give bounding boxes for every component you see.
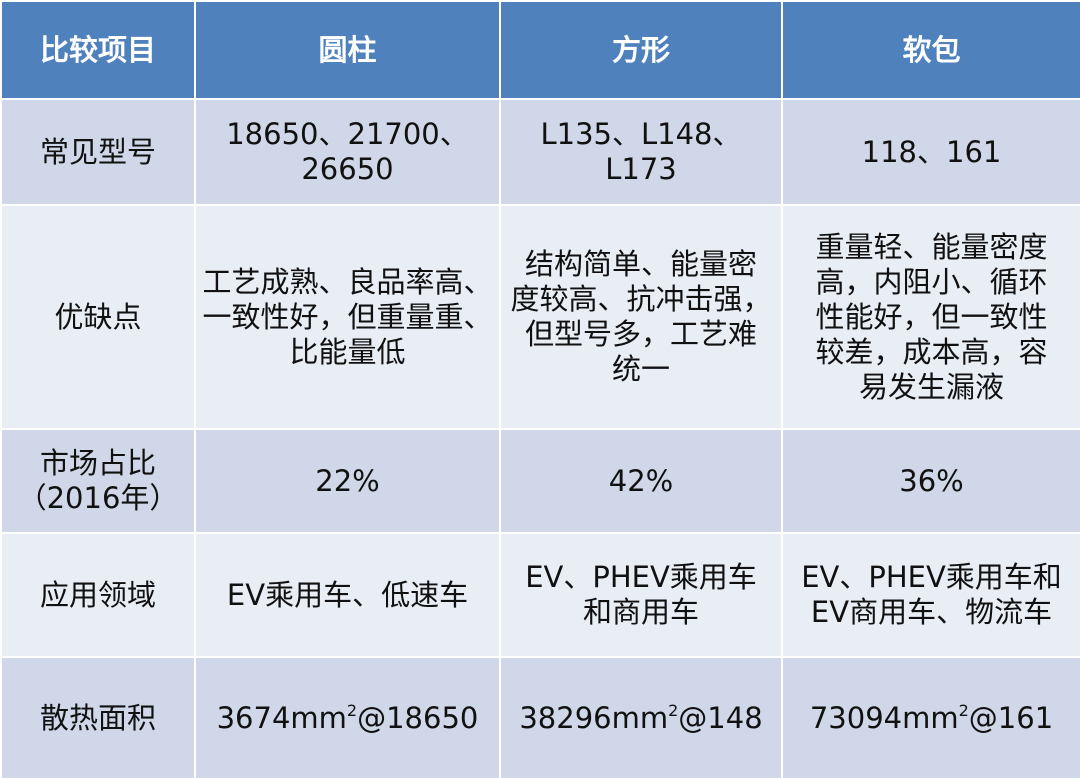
row-label: 常见型号	[0, 98, 196, 206]
cell-cylindrical: 工艺成熟、良品率高、 一致性好，但重量重、 比能量低	[194, 204, 501, 430]
row-market-share: 市场占比 （2016年） 22% 42% 36%	[0, 428, 1080, 534]
value-main: 73094mm	[809, 700, 959, 735]
cell-pouch: 36%	[781, 428, 1080, 534]
cell-line: （2016年）	[17, 481, 179, 515]
cell-line: EV商用车、物流车	[810, 595, 1053, 629]
row-label: 优缺点	[0, 204, 196, 430]
cell-line: 但型号多，工艺难	[524, 317, 757, 351]
cell-line: 应用领域	[39, 577, 156, 612]
value-main: 3674mm	[216, 700, 347, 735]
value-main: 38296mm	[519, 700, 669, 735]
cell-cylindrical: EV乘用车、低速车	[194, 532, 501, 658]
cell-prismatic: L135、L148、 L173	[499, 98, 783, 206]
cell-line: 18650、21700、	[226, 117, 469, 151]
cell-line: 118、161	[861, 134, 1002, 169]
cell-line: 统一	[611, 352, 670, 386]
row-pros-cons: 优缺点 工艺成熟、良品率高、 一致性好，但重量重、 比能量低 结构简单、能量密 …	[0, 204, 1080, 430]
cell-line: 结构简单、能量密	[524, 247, 757, 281]
value-exponent: 2	[346, 700, 358, 720]
value-suffix: @161	[968, 700, 1054, 735]
cell-prismatic: 38296mm2@148	[499, 656, 783, 780]
cell-line: 较差，成本高，容	[815, 334, 1048, 369]
row-label: 应用领域	[0, 532, 196, 658]
cell-line: 度较高、抗冲击强，	[510, 282, 772, 316]
cell-line: EV、PHEV乘用车	[525, 560, 757, 594]
cell-line: EV、PHEV乘用车和	[801, 560, 1062, 594]
cell-line: 26650	[301, 152, 394, 186]
cell-line: 22%	[315, 463, 380, 498]
cell-pouch: 重量轻、能量密度 高，内阻小、循环 性能好，但一致性 较差，成本高，容 易发生漏…	[781, 204, 1080, 430]
cell-line: 性能好，但一致性	[815, 299, 1048, 334]
cell-line: 3674mm2@18650	[202, 701, 493, 736]
cell-line: 和商用车	[582, 595, 699, 629]
cell-pouch: 73094mm2@161	[781, 656, 1080, 780]
row-heat-area: 散热面积 3674mm2@18650 38296mm2@148 73094mm2…	[0, 656, 1080, 780]
header-item: 比较项目	[0, 0, 196, 100]
cell-cylindrical: 3674mm2@18650	[194, 656, 501, 780]
cell-pouch: 118、161	[781, 98, 1080, 206]
cell-pouch: EV、PHEV乘用车和 EV商用车、物流车	[781, 532, 1080, 658]
cell-line: 重量轻、能量密度	[815, 229, 1048, 264]
cell-line: L173	[605, 152, 677, 186]
header-row: 比较项目 圆柱 方形 软包	[0, 0, 1080, 100]
cell-prismatic: 42%	[499, 428, 783, 534]
cell-line: 一致性好，但重量重、	[202, 299, 493, 334]
cell-line: 38296mm2@148	[507, 701, 775, 736]
value-suffix: @18650	[357, 700, 479, 735]
cell-line: 市场占比	[39, 446, 156, 480]
cell-line: 优缺点	[54, 299, 142, 334]
header-cylindrical: 圆柱	[194, 0, 501, 100]
cell-line: 工艺成熟、良品率高、	[202, 264, 493, 299]
cell-line: 比能量低	[289, 334, 406, 369]
value-exponent: 2	[958, 700, 969, 720]
row-label: 市场占比 （2016年）	[0, 428, 196, 534]
header-pouch: 软包	[781, 0, 1080, 100]
cell-line: 42%	[608, 463, 674, 498]
cell-cylindrical: 22%	[194, 428, 501, 534]
cell-cylindrical: 18650、21700、 26650	[194, 98, 501, 206]
cell-line: 常见型号	[39, 134, 156, 169]
row-label: 散热面积	[0, 656, 196, 780]
cell-line: 73094mm2@161	[789, 701, 1074, 736]
cell-line: 36%	[899, 463, 964, 498]
header-prismatic: 方形	[499, 0, 783, 100]
cell-line: EV乘用车、低速车	[226, 577, 469, 612]
cell-line: L135、L148、	[540, 117, 742, 151]
cell-prismatic: 结构简单、能量密 度较高、抗冲击强， 但型号多，工艺难 统一	[499, 204, 783, 430]
value-exponent: 2	[668, 700, 679, 720]
cell-line: 高，内阻小、循环	[815, 264, 1048, 299]
row-common-models: 常见型号 18650、21700、 26650 L135、L148、 L173 …	[0, 98, 1080, 206]
row-application: 应用领域 EV乘用车、低速车 EV、PHEV乘用车 和商用车 EV、PHEV乘用…	[0, 532, 1080, 658]
cell-prismatic: EV、PHEV乘用车 和商用车	[499, 532, 783, 658]
cell-line: 易发生漏液	[858, 369, 1004, 404]
value-suffix: @148	[678, 700, 763, 735]
